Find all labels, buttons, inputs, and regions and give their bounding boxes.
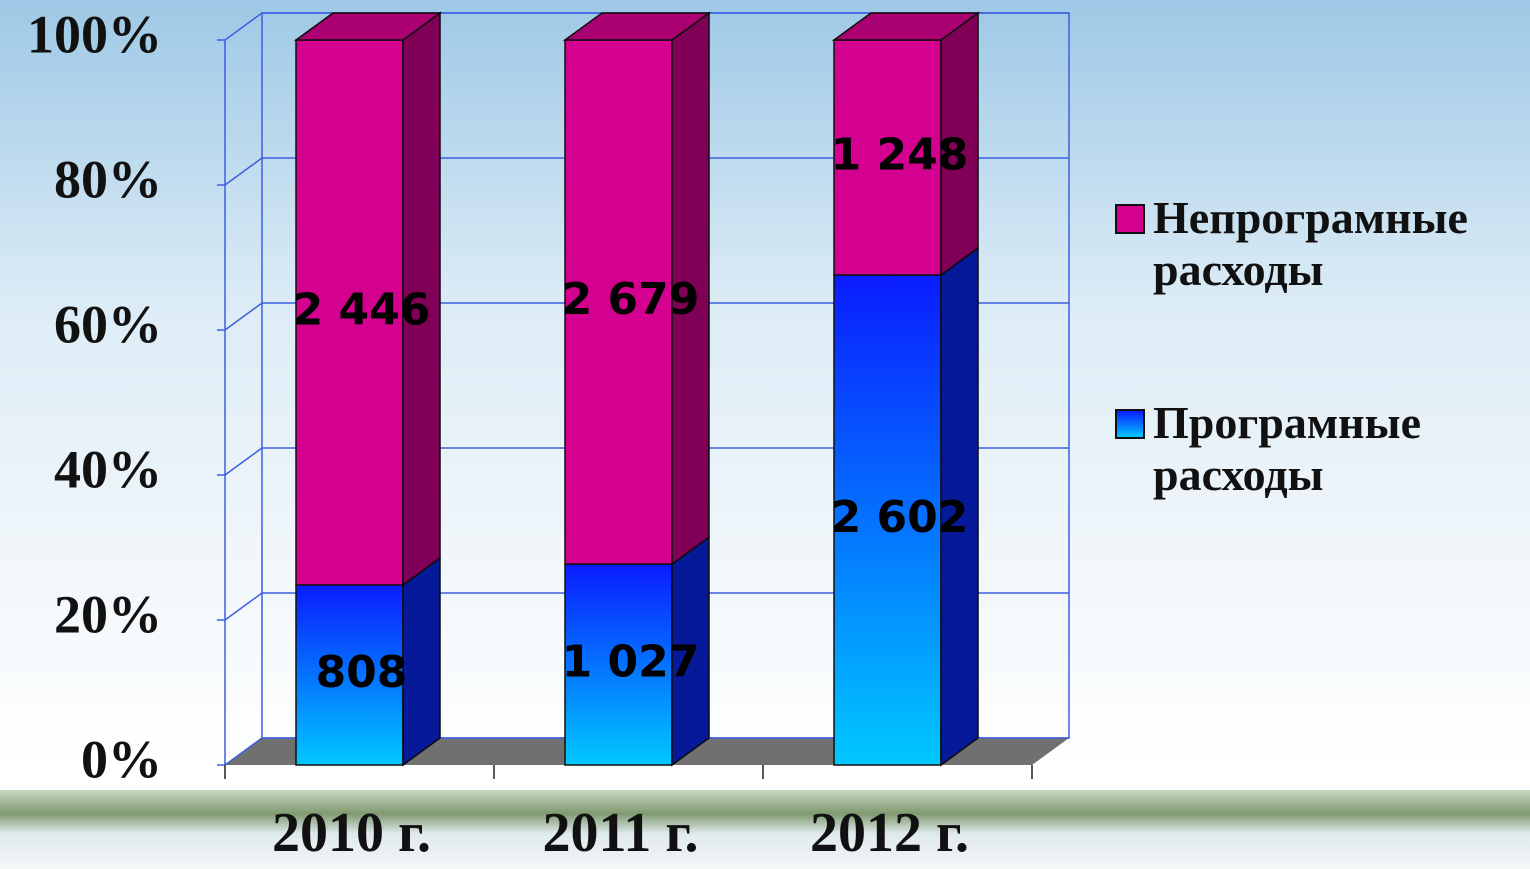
- bar-top: [293, 12, 443, 41]
- grid-line: [224, 447, 1069, 476]
- data-label: 1 027: [562, 637, 700, 688]
- x-tick-label: 2012 г.: [810, 802, 969, 864]
- y-tick-label: 80%: [54, 149, 162, 209]
- x-tick-label: 2010 г.: [272, 802, 431, 864]
- bar: [564, 563, 673, 766]
- bar: [833, 274, 942, 766]
- bar: [564, 39, 673, 565]
- grid-line: [224, 737, 1069, 766]
- legend-item: Непрограмные расходы: [1115, 192, 1515, 296]
- bar: [295, 39, 404, 586]
- data-label: 2 446: [293, 284, 431, 335]
- x-tick-label: 2011 г.: [542, 802, 698, 864]
- grid-line: [224, 592, 1069, 621]
- data-label: 1 248: [831, 130, 969, 181]
- data-label: 2 602: [831, 492, 969, 543]
- bar-top: [831, 12, 981, 41]
- data-label: 808: [316, 647, 408, 698]
- bar: [833, 39, 942, 276]
- grid-line: [224, 302, 1069, 331]
- bar-side: [402, 556, 441, 767]
- bar-top: [562, 12, 712, 41]
- data-label: 2 679: [562, 274, 700, 325]
- legend-swatch: [1115, 204, 1145, 234]
- y-tick-label: 20%: [54, 584, 162, 644]
- bar: [295, 584, 404, 766]
- y-tick-label: 40%: [54, 439, 162, 499]
- legend-item: Програмные расходы: [1115, 397, 1515, 501]
- grid-line: [224, 157, 1069, 186]
- legend-swatch: [1115, 409, 1145, 439]
- landscape-strip: [0, 790, 1530, 869]
- grid-line: [224, 12, 1069, 41]
- y-tick-label: 0%: [81, 729, 162, 789]
- legend-label: Програмные расходы: [1153, 397, 1422, 500]
- y-tick-label: 100%: [27, 4, 162, 64]
- legend-label: Непрограмные расходы: [1153, 192, 1468, 295]
- y-tick-label: 60%: [54, 294, 162, 354]
